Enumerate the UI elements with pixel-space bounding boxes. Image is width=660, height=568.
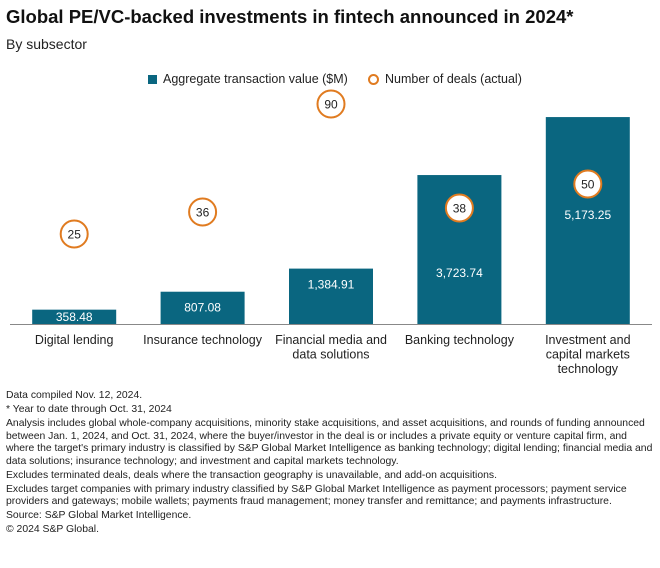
category-tick-label: Financial media and <box>275 333 387 347</box>
legend-bar-swatch <box>148 74 157 84</box>
legend-bar-label: Aggregate transaction value ($M) <box>163 72 348 86</box>
bar-value-label: 358.48 <box>56 310 93 324</box>
category-tick-label: data solutions <box>292 348 369 362</box>
legend-item-deal-count: Number of deals (actual) <box>368 72 522 86</box>
chart-title: Global PE/VC-backed investments in finte… <box>6 6 574 27</box>
bar <box>289 268 373 324</box>
legend-item-transaction-value: Aggregate transaction value ($M) <box>148 72 348 86</box>
category-tick-label: Banking technology <box>405 333 515 347</box>
deal-count-marker <box>316 89 346 119</box>
category-tick-label: technology <box>558 362 619 376</box>
footnotes: Data compiled Nov. 12, 2024. * Year to da… <box>6 390 656 538</box>
footnote: Excludes target companies with primary i… <box>6 483 627 508</box>
bar <box>160 291 245 324</box>
footnote: * Year to date through Oct. 31, 2024 <box>6 404 172 415</box>
bar-value-label: 807.08 <box>184 301 221 315</box>
footnote: Data compiled Nov. 12, 2024. <box>6 390 143 401</box>
deal-count-marker <box>59 219 89 249</box>
legend-circle-icon <box>368 73 379 85</box>
deal-count-label: 90 <box>324 98 338 112</box>
legend-deals-label: Number of deals (actual) <box>385 72 522 86</box>
bar-chart: 358.48 25 Digital lending 807.08 36 Insurance… <box>10 89 652 376</box>
footnote: Analysis includes global whole-company a… <box>6 418 653 467</box>
footnote: © 2024 S&P Global. <box>6 524 99 535</box>
deal-count-marker <box>444 193 474 223</box>
category-tick-label: capital markets <box>546 348 630 362</box>
deal-count-label: 25 <box>68 228 82 242</box>
legend: Aggregate transaction value ($M) Number … <box>0 72 660 88</box>
footnote: Excludes terminated deals, deals where t… <box>6 469 497 481</box>
category-tick-label: Insurance technology <box>143 333 263 347</box>
deal-count-marker <box>573 169 603 199</box>
category-tick-label: Digital lending <box>35 333 114 347</box>
bar <box>32 309 117 324</box>
deal-count-label: 50 <box>581 178 595 192</box>
deal-count-marker <box>188 197 218 227</box>
chart-subtitle: By subsector <box>6 36 87 52</box>
bar <box>545 117 630 324</box>
bar-value-label: 5,173.25 <box>564 208 611 222</box>
deal-count-label: 38 <box>453 202 467 216</box>
footnote: Source: S&P Global Market Intelligence. <box>6 510 192 521</box>
category-tick-label: Investment and <box>545 333 631 347</box>
bar-value-label: 3,723.74 <box>436 266 483 280</box>
deal-count-label: 36 <box>196 206 210 220</box>
bar-value-label: 1,384.91 <box>308 278 355 292</box>
